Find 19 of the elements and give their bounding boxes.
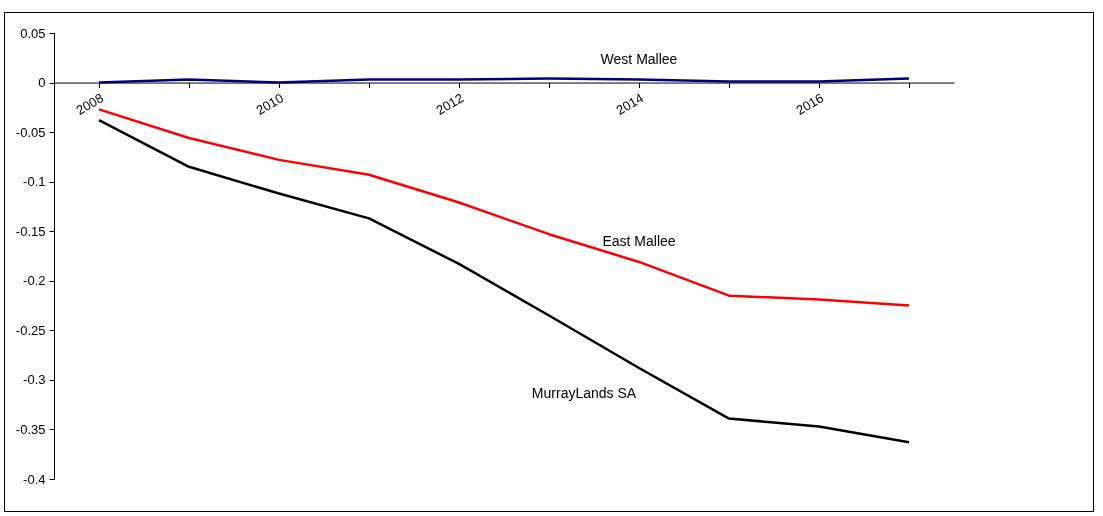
y-tick-label: -0.2 [23,273,46,289]
y-tick-label: -0.1 [23,174,46,190]
series-label: West Mallee [600,50,678,67]
x-tick-label: 2008 [73,90,106,118]
y-tick-label: -0.05 [15,124,46,140]
series-label: East Mallee [602,232,676,249]
y-tick-label: 0.05 [20,25,46,41]
x-tick-label: 2010 [253,90,286,118]
y-tick-label: -0.25 [15,322,46,338]
y-tick-label: -0.4 [23,471,46,487]
y-tick-label: -0.3 [23,372,46,388]
y-tick-label: -0.35 [15,421,46,437]
y-tick-label: -0.15 [15,223,46,239]
line-series [97,118,911,444]
y-tick-label: 0 [38,75,46,91]
x-tick-label: 2012 [433,90,466,118]
x-tick-label: 2016 [793,90,826,118]
x-tick-label: 2014 [613,90,646,118]
series-label: MurrayLands SA [531,385,637,401]
